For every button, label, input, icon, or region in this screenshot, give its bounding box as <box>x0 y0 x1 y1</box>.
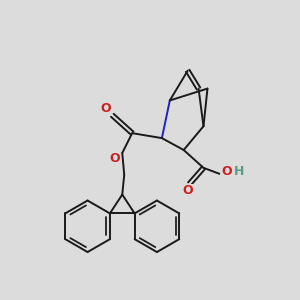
Text: O: O <box>182 184 193 197</box>
Text: O: O <box>221 165 232 178</box>
Text: H: H <box>234 165 244 178</box>
Text: O: O <box>100 102 111 115</box>
Text: O: O <box>109 152 120 165</box>
